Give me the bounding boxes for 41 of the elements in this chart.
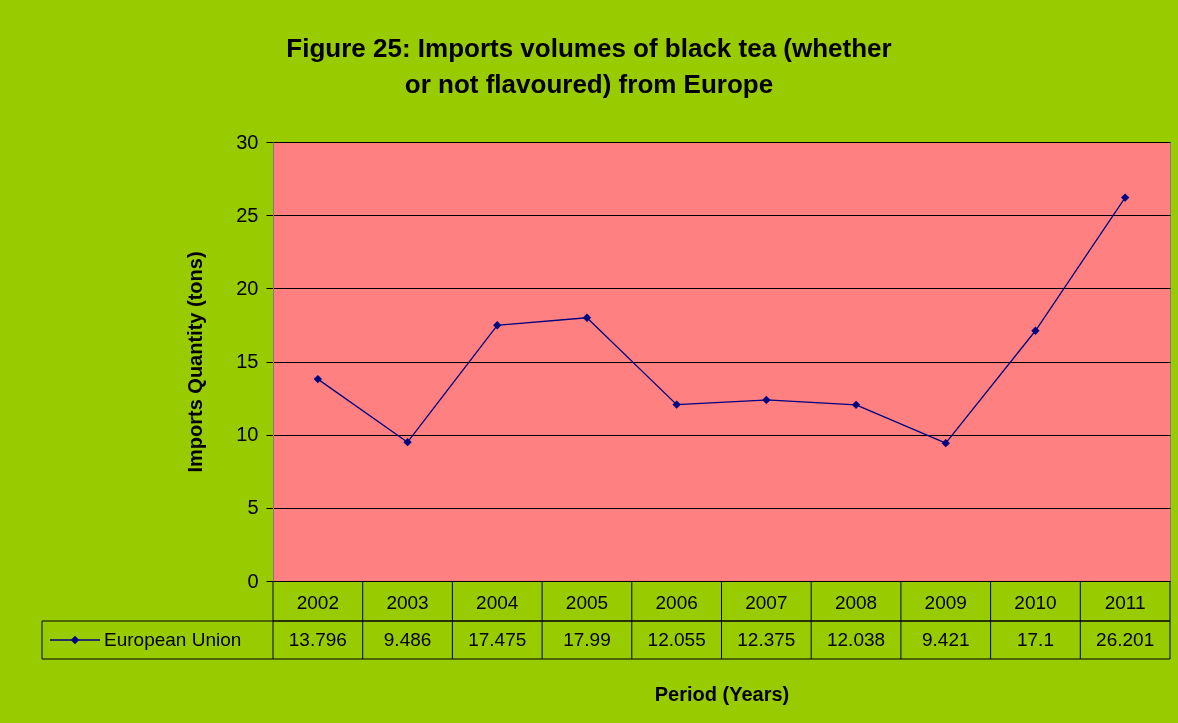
x-tick-label: 2005 [565, 591, 609, 613]
legend-label: European Union [104, 629, 242, 650]
point [1031, 326, 1040, 335]
y-tick-label: 10 [236, 423, 259, 446]
point [672, 400, 681, 409]
data-label: 26.201 [1096, 629, 1155, 650]
y-axis-title: Imports Quantity (tons) [184, 251, 207, 473]
point [313, 374, 323, 384]
y-tick-label: 30 [236, 130, 259, 153]
y-tick-label: 5 [247, 496, 259, 519]
y-tick-label: 20 [236, 276, 259, 299]
point [762, 395, 771, 405]
x-tick-label: 2002 [296, 591, 339, 613]
x-tick-label: 2003 [386, 591, 429, 613]
point [582, 313, 592, 322]
x-tick-label: 2010 [1014, 591, 1057, 613]
data-label: 17.475 [468, 629, 527, 650]
data-label: 9.421 [921, 629, 970, 650]
x-tick-label: 2009 [924, 591, 967, 613]
data-label: 17.1 [1016, 629, 1054, 650]
y-tick-label: 0 [247, 569, 259, 592]
point [493, 321, 502, 330]
x-tick-label: 2008 [834, 591, 878, 613]
point [941, 438, 950, 448]
data-label: 13.796 [288, 629, 347, 650]
x-axis-title: Period (Years) [654, 682, 790, 705]
x-tick-label: 2004 [476, 591, 519, 613]
data-label: 17.99 [563, 629, 611, 650]
data-label: 9.486 [383, 629, 432, 650]
data-label: 12.038 [826, 629, 886, 650]
x-tick-label: 2007 [745, 591, 788, 613]
point [851, 400, 861, 410]
y-tick-label: 25 [236, 203, 259, 226]
y-tick-label: 15 [236, 350, 259, 372]
point [1120, 193, 1130, 202]
point [403, 438, 412, 447]
x-tick-label: 2006 [655, 591, 698, 613]
chart-title: Figure 25: Imports volumes of black tea (whether or not flavoured) from Europe [286, 33, 892, 99]
data-label: 12.055 [647, 629, 706, 650]
x-tick-label: 2011 [1104, 591, 1146, 613]
data-label: 12.375 [737, 629, 796, 650]
